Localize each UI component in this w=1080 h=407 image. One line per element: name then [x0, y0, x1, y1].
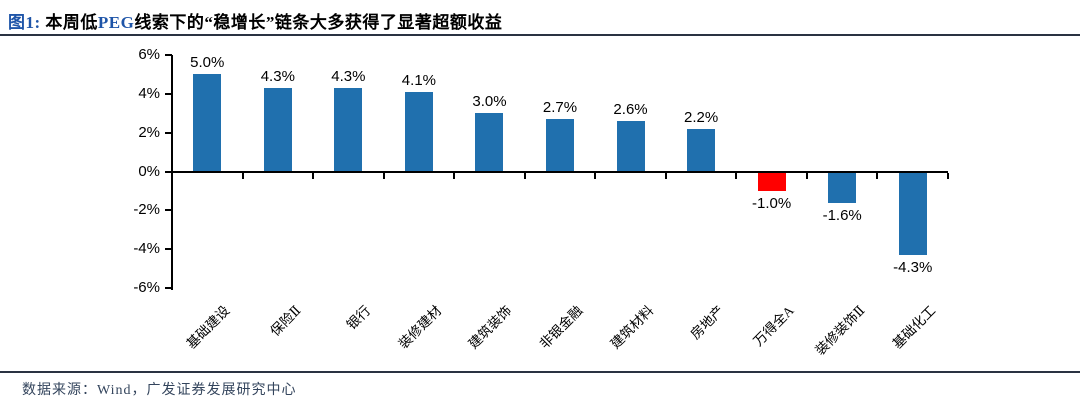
y-axis-tick-label: 6% [138, 46, 160, 63]
y-axis-tick-mark [165, 92, 172, 95]
x-axis-category-label: 万得全A [750, 302, 798, 349]
bar-value-label: -1.0% [752, 194, 792, 212]
bar-万得全A [757, 171, 786, 191]
x-axis-tick-mark [523, 172, 526, 179]
bar-value-label: 4.3% [331, 68, 366, 85]
x-axis-category-label: 保险Ⅱ [267, 302, 304, 340]
y-axis-tick-mark [165, 54, 172, 56]
y-axis-tick-mark [165, 131, 172, 134]
bar-非银金融 [546, 119, 574, 172]
x-axis-tick-mark [735, 172, 738, 179]
x-axis-category-label: 建筑装饰 [466, 302, 515, 352]
bar-建筑装饰 [475, 113, 504, 172]
figure-title-text-1: 本周低 [40, 13, 98, 32]
x-axis-category-label: 建筑材料 [607, 302, 656, 352]
x-axis-tick-mark [664, 172, 667, 179]
bar-基础建设 [193, 74, 222, 172]
y-axis-tick-label: 0% [138, 162, 160, 180]
x-axis-category-label: 非银金融 [536, 302, 586, 352]
figure-title-peg: PEG [97, 13, 135, 32]
data-source-note: 数据来源：Wind，广发证券发展研究中心 [22, 383, 297, 398]
x-axis-tick-mark [171, 172, 173, 179]
x-axis-tick-mark [241, 172, 244, 179]
bar-保险Ⅱ [263, 88, 292, 172]
x-axis-tick-mark [594, 172, 597, 179]
x-axis-category-label: 基础建设 [183, 302, 233, 352]
bar-value-label: 4.1% [401, 71, 437, 89]
bar-基础化工 [898, 171, 927, 255]
title-divider-rule [0, 34, 1080, 36]
x-axis-category-label: 基础化工 [889, 302, 939, 352]
y-axis-tick-mark [165, 287, 172, 289]
bar-value-label: 5.0% [190, 54, 225, 72]
y-axis-tick-label: -2% [133, 201, 160, 219]
x-axis-tick-mark [947, 172, 949, 179]
y-axis-tick-label: -4% [133, 240, 160, 258]
y-axis-tick-label: 4% [138, 84, 160, 102]
figure-title-text-2: 线索下的“稳增长”链条大多获得了显著超额收益 [134, 13, 503, 32]
y-axis-tick-label: 2% [138, 123, 160, 141]
x-axis-tick-mark [876, 172, 879, 179]
bar-value-label: -4.3% [893, 258, 933, 276]
bar-value-label: -1.6% [822, 206, 862, 224]
x-axis-tick-mark [453, 172, 456, 179]
x-axis-tick-mark [805, 172, 808, 179]
x-axis-tick-mark [312, 172, 315, 179]
x-axis-zero-line [172, 170, 948, 173]
figure-title: 图1: 本周低PEG线索下的“稳增长”链条大多获得了显著超额收益 [8, 8, 502, 33]
bar-银行 [334, 88, 363, 172]
bar-装修装饰Ⅱ [828, 171, 857, 203]
x-axis-category-label: 装修装饰Ⅱ [812, 302, 868, 359]
figure-label: 图1: [8, 13, 41, 32]
bar-value-label: 3.0% [472, 93, 507, 111]
y-axis-tick-mark [165, 170, 172, 173]
x-axis-category-label: 银行 [344, 302, 374, 333]
x-axis-tick-mark [382, 172, 385, 179]
y-axis-tick-label: -6% [133, 279, 160, 296]
bar-value-label: 2.7% [542, 99, 578, 117]
bar-value-label: 2.6% [613, 101, 648, 119]
footer-divider-rule [0, 371, 1080, 373]
y-axis-tick-mark [165, 248, 172, 251]
bar-value-label: 4.3% [260, 68, 295, 85]
bar-value-label: 2.2% [683, 108, 719, 126]
bar-房地产 [687, 128, 716, 172]
y-axis-tick-mark [165, 209, 172, 212]
x-axis-category-label: 房地产 [687, 302, 727, 343]
x-axis-category-label: 装修建材 [395, 302, 445, 352]
bar-建筑材料 [616, 121, 645, 172]
bar-装修建材 [404, 91, 433, 172]
